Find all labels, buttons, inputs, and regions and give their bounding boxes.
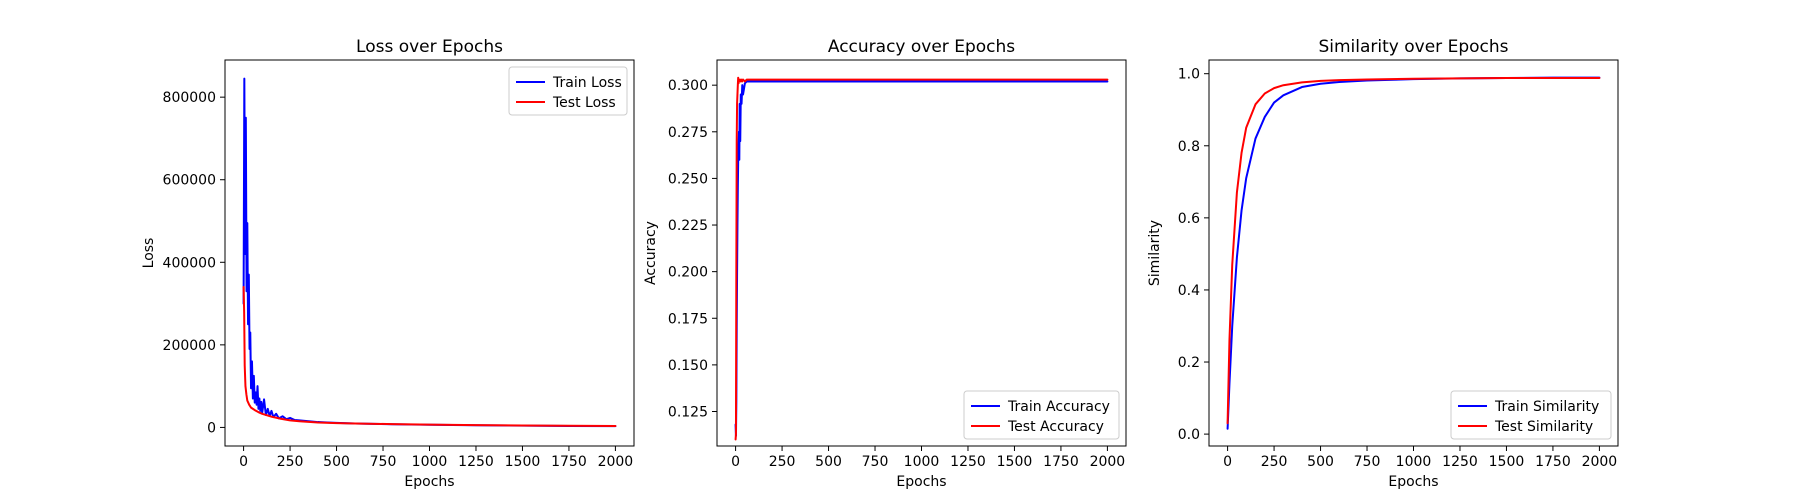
accuracy-x-tick-label: 1750 [1043,454,1079,470]
accuracy-y-tick-label: 0.150 [668,358,708,374]
similarity-chart-title: Similarity over Epochs [1318,37,1508,57]
loss-plot-frame [224,59,635,447]
similarity-x-tick-label: 1750 [1535,454,1571,470]
similarity-x-axis-label: Epochs [1388,474,1438,490]
accuracy-y-tick-label: 0.275 [668,125,708,141]
similarity-y-axis-label: Similarity [1147,220,1163,286]
loss-x-axis-label: Epochs [404,474,454,490]
loss-legend: Train Loss Test Loss [508,66,628,116]
accuracy-chart-panel: Accuracy over Epochs Epochs Accuracy 0 25… [643,37,1127,490]
loss-y-tick-label: 600000 [163,173,216,189]
similarity-series-line-train [1226,76,1601,430]
accuracy-y-tick-label: 0.175 [668,311,708,327]
similarity-y-tick-label: 0.8 [1178,139,1200,155]
similarity-x-tick-label: 1500 [1489,454,1525,470]
loss-y-tick-label: 800000 [163,90,216,106]
similarity-plot-frame [1208,59,1619,447]
loss-x-tick-label: 500 [323,454,350,470]
loss-x-tick-label: 1250 [458,454,494,470]
loss-legend-label: Test Loss [552,95,616,111]
similarity-chart-panel: Similarity over Epochs Epochs Similarity… [1147,37,1619,490]
accuracy-y-tick-label: 0.225 [668,218,708,234]
loss-series-line-test [242,286,617,427]
accuracy-chart-title: Accuracy over Epochs [828,37,1015,57]
accuracy-legend: Train Accuracy Test Accuracy [963,390,1120,440]
accuracy-x-tick-label: 750 [862,454,889,470]
similarity-legend-label: Test Similarity [1494,419,1593,435]
similarity-y-tick-label: 0.0 [1178,427,1200,443]
accuracy-y-tick-label: 0.300 [668,78,708,94]
similarity-x-tick-label: 500 [1307,454,1334,470]
similarity-x-tick-label: 1000 [1396,454,1432,470]
accuracy-x-tick-label: 1250 [950,454,986,470]
accuracy-plot-frame [716,59,1127,447]
similarity-y-tick-label: 0.6 [1178,211,1200,227]
accuracy-x-tick-label: 500 [815,454,842,470]
loss-x-tick-label: 250 [277,454,304,470]
loss-chart-title: Loss over Epochs [356,37,503,57]
loss-x-tick-label: 1750 [551,454,587,470]
accuracy-x-axis-label: Epochs [896,474,946,490]
accuracy-y-axis-label: Accuracy [643,221,659,285]
similarity-x-tick-label: 1250 [1442,454,1478,470]
similarity-y-tick-label: 0.2 [1178,355,1200,371]
similarity-y-tick-label: 1.0 [1178,67,1200,83]
accuracy-x-tick-label: 2000 [1090,454,1126,470]
accuracy-x-tick-label: 1000 [904,454,940,470]
accuracy-y-tick-label: 0.125 [668,405,708,421]
accuracy-x-tick-label: 250 [769,454,796,470]
loss-x-tick-label: 0 [239,454,248,470]
accuracy-y-tick-label: 0.250 [668,171,708,187]
loss-x-tick-label: 2000 [598,454,634,470]
similarity-x-tick-label: 250 [1261,454,1288,470]
similarity-legend: Train Similarity Test Similarity [1450,390,1612,440]
loss-chart-panel: Loss over Epochs Epochs Loss 0 250 500 750 1… [141,37,635,490]
similarity-x-tick-label: 750 [1354,454,1381,470]
loss-series-line-train [242,77,617,428]
similarity-legend-label: Train Similarity [1494,399,1599,415]
similarity-x-tick-label: 0 [1223,454,1232,470]
loss-x-tick-label: 750 [370,454,397,470]
loss-x-tick-label: 1000 [412,454,448,470]
similarity-x-tick-label: 2000 [1582,454,1618,470]
loss-legend-label: Train Loss [552,75,622,91]
accuracy-legend-label: Test Accuracy [1007,419,1104,435]
similarity-series-line-test [1226,77,1601,425]
accuracy-series-line-train [734,80,1109,437]
loss-y-tick-label: 0 [207,420,216,436]
accuracy-x-tick-label: 0 [731,454,740,470]
loss-x-tick-label: 1500 [505,454,541,470]
similarity-y-tick-label: 0.4 [1178,283,1200,299]
accuracy-legend-label: Train Accuracy [1007,399,1110,415]
accuracy-x-tick-label: 1500 [997,454,1033,470]
accuracy-y-tick-label: 0.200 [668,265,708,281]
accuracy-series-line-test [734,76,1109,441]
loss-y-axis-label: Loss [141,238,157,269]
loss-y-tick-label: 200000 [163,338,216,354]
loss-y-tick-label: 400000 [163,255,216,271]
